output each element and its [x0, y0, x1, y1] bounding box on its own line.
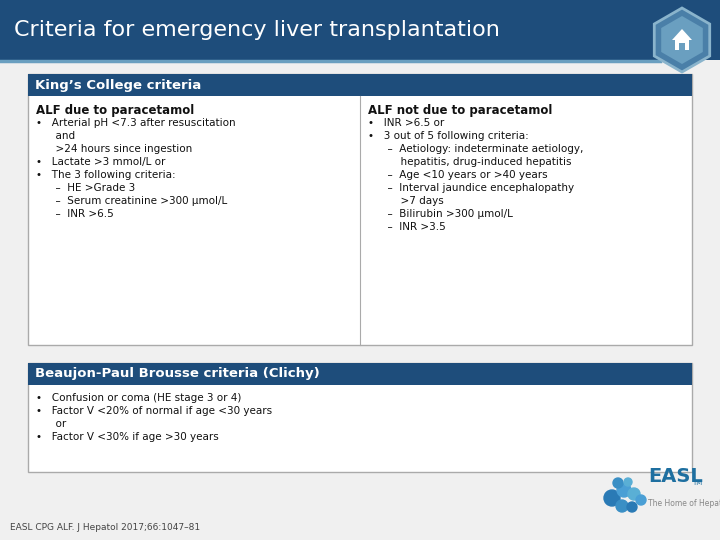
Circle shape	[628, 488, 640, 500]
Text: –  Aetiology: indeterminate aetiology,: – Aetiology: indeterminate aetiology,	[368, 144, 583, 154]
Text: •   Factor V <30% if age >30 years: • Factor V <30% if age >30 years	[36, 432, 219, 442]
Text: •   Confusion or coma (HE stage 3 or 4): • Confusion or coma (HE stage 3 or 4)	[36, 393, 241, 403]
FancyBboxPatch shape	[28, 363, 692, 472]
Text: –  INR >6.5: – INR >6.5	[36, 209, 114, 219]
Circle shape	[636, 495, 646, 505]
Text: •   3 out of 5 following criteria:: • 3 out of 5 following criteria:	[368, 131, 528, 141]
FancyBboxPatch shape	[28, 74, 692, 96]
Text: EASL CPG ALF. J Hepatol 2017;66:1047–81: EASL CPG ALF. J Hepatol 2017;66:1047–81	[10, 523, 200, 532]
Text: ALF not due to paracetamol: ALF not due to paracetamol	[368, 104, 552, 117]
Text: >24 hours since ingestion: >24 hours since ingestion	[36, 144, 192, 154]
Circle shape	[613, 478, 623, 488]
FancyBboxPatch shape	[675, 39, 689, 50]
FancyBboxPatch shape	[679, 43, 685, 50]
FancyBboxPatch shape	[0, 0, 720, 60]
Polygon shape	[654, 8, 710, 72]
Text: •   Lactate >3 mmol/L or: • Lactate >3 mmol/L or	[36, 157, 166, 167]
Text: –  Bilirubin >300 μmol/L: – Bilirubin >300 μmol/L	[368, 209, 513, 219]
Circle shape	[627, 502, 637, 512]
Circle shape	[604, 490, 620, 506]
Text: •   Factor V <20% of normal if age <30 years: • Factor V <20% of normal if age <30 yea…	[36, 406, 272, 416]
Text: •   Arterial pH <7.3 after resuscitation: • Arterial pH <7.3 after resuscitation	[36, 118, 235, 128]
Text: Beaujon-Paul Brousse criteria (Clichy): Beaujon-Paul Brousse criteria (Clichy)	[35, 368, 320, 381]
Text: –  Interval jaundice encephalopathy: – Interval jaundice encephalopathy	[368, 183, 574, 193]
Text: The Home of Hepatology: The Home of Hepatology	[648, 499, 720, 508]
Circle shape	[616, 500, 628, 512]
Text: TM: TM	[692, 480, 702, 486]
Polygon shape	[672, 29, 692, 40]
Text: –  Serum creatinine >300 μmol/L: – Serum creatinine >300 μmol/L	[36, 196, 228, 206]
Text: EASL: EASL	[648, 467, 703, 486]
Text: and: and	[36, 131, 75, 141]
Text: hepatitis, drug-induced hepatitis: hepatitis, drug-induced hepatitis	[368, 157, 572, 167]
Text: •   The 3 following criteria:: • The 3 following criteria:	[36, 170, 176, 180]
FancyBboxPatch shape	[28, 74, 692, 345]
Text: King’s College criteria: King’s College criteria	[35, 78, 202, 91]
Text: •   INR >6.5 or: • INR >6.5 or	[368, 118, 444, 128]
Circle shape	[617, 483, 631, 497]
Circle shape	[624, 478, 632, 486]
FancyBboxPatch shape	[28, 363, 692, 385]
Text: –  Age <10 years or >40 years: – Age <10 years or >40 years	[368, 170, 548, 180]
Polygon shape	[661, 16, 703, 64]
Text: Criteria for emergency liver transplantation: Criteria for emergency liver transplanta…	[14, 20, 500, 40]
Text: ALF due to paracetamol: ALF due to paracetamol	[36, 104, 194, 117]
Text: or: or	[36, 419, 66, 429]
Text: –  INR >3.5: – INR >3.5	[368, 222, 446, 232]
Text: >7 days: >7 days	[368, 196, 444, 206]
Text: –  HE >Grade 3: – HE >Grade 3	[36, 183, 135, 193]
